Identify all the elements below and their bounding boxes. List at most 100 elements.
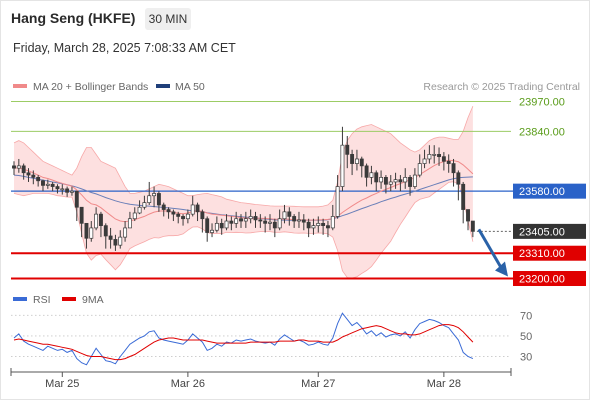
candle xyxy=(234,211,239,228)
candle-body xyxy=(142,202,147,208)
candle xyxy=(98,211,103,238)
candle xyxy=(195,202,200,222)
candle-body xyxy=(446,160,451,164)
legend-swatch-rsi xyxy=(13,297,27,301)
candle-body xyxy=(417,163,422,176)
candle xyxy=(263,216,268,233)
candle-body xyxy=(403,177,408,183)
level-label-5: 23200.00 xyxy=(519,274,565,286)
candle xyxy=(229,216,234,231)
candle xyxy=(161,202,166,217)
candle xyxy=(113,234,118,251)
legend-label-rsi-ma: 9MA xyxy=(82,294,104,306)
candle-body xyxy=(161,204,166,210)
ma50-line xyxy=(13,174,473,221)
candle-body xyxy=(354,158,359,164)
candle xyxy=(108,227,113,249)
candle-body xyxy=(229,220,234,224)
ma20-line xyxy=(13,159,474,223)
interval-badge[interactable]: 30 MIN xyxy=(145,8,191,30)
candle-body xyxy=(379,177,384,183)
candle xyxy=(403,168,408,189)
candle xyxy=(441,152,446,171)
candle-body xyxy=(74,190,79,208)
candle-body xyxy=(200,211,205,220)
candle xyxy=(451,158,456,187)
candle xyxy=(369,165,374,185)
candle-body xyxy=(388,181,393,185)
candle xyxy=(258,214,263,228)
bollinger-lower-line xyxy=(13,181,474,279)
candle-body xyxy=(412,174,417,187)
rsi-legend: RSI 9MA xyxy=(13,294,104,306)
candle xyxy=(65,186,70,197)
candle xyxy=(103,223,108,249)
legend-swatch-rsi-ma xyxy=(62,297,76,301)
candle-body xyxy=(50,183,55,187)
candle xyxy=(132,207,137,222)
candle-body xyxy=(306,221,311,229)
x-tick-label-1: Mar 26 xyxy=(171,378,205,390)
candle-body xyxy=(350,154,355,164)
candle-body xyxy=(84,222,89,239)
candle xyxy=(55,184,60,194)
candle-body xyxy=(398,179,403,183)
candle-body xyxy=(311,225,316,229)
rsi-line xyxy=(13,312,474,366)
legend-label-ma50: MA 50 xyxy=(175,81,205,93)
candle-body xyxy=(181,216,185,220)
rsi-ma-line xyxy=(13,324,474,361)
candle xyxy=(200,209,205,233)
legend-label-rsi: RSI xyxy=(33,294,51,306)
candle-body xyxy=(316,222,321,226)
candle xyxy=(456,170,461,201)
level-label-1: 23840.00 xyxy=(519,126,565,138)
candle-body xyxy=(243,218,248,222)
candle xyxy=(84,222,89,249)
candle xyxy=(70,186,74,196)
candle-body xyxy=(224,220,229,229)
level-tag-3 xyxy=(513,223,586,239)
candle xyxy=(388,175,393,192)
candle-body xyxy=(248,216,253,220)
candle-body xyxy=(451,163,456,174)
candle-body xyxy=(36,177,41,182)
candle-body xyxy=(335,186,340,217)
candle-body xyxy=(55,186,60,190)
candle xyxy=(301,214,306,231)
candle xyxy=(123,221,128,242)
candle xyxy=(383,175,388,194)
candle-body xyxy=(345,144,350,155)
candle-body xyxy=(166,209,171,213)
candle xyxy=(417,154,422,178)
level-tag-5 xyxy=(513,271,586,287)
candle xyxy=(412,168,417,189)
candle-body xyxy=(132,212,137,220)
price-legend: MA 20 + Bollinger Bands MA 50 xyxy=(13,81,205,93)
candle xyxy=(326,221,330,238)
candle xyxy=(354,149,359,171)
candle-body xyxy=(185,213,190,220)
candle-body xyxy=(326,225,330,229)
candle xyxy=(79,206,84,238)
candle xyxy=(26,168,31,182)
candle-body xyxy=(60,188,65,191)
x-tick-label-0: Mar 25 xyxy=(45,378,79,390)
candle-body xyxy=(123,227,128,238)
candle xyxy=(16,158,21,173)
candle-body xyxy=(427,154,432,160)
candle xyxy=(316,216,321,233)
candle xyxy=(224,214,229,231)
candle xyxy=(432,145,437,164)
candle-body xyxy=(432,154,437,156)
candle-body xyxy=(171,211,176,215)
candle-body xyxy=(94,213,99,229)
candle xyxy=(152,186,157,208)
candle-body xyxy=(210,229,214,233)
candle xyxy=(248,209,253,224)
candle xyxy=(89,221,94,242)
candle-body xyxy=(408,177,413,187)
x-tick-label-3: Mar 28 xyxy=(427,378,461,390)
candle xyxy=(359,156,364,178)
